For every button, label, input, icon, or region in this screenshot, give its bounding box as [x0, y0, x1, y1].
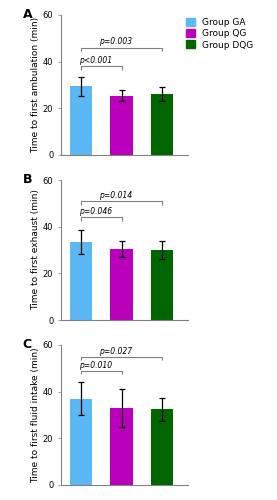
Y-axis label: Time to first exhaust (min): Time to first exhaust (min)	[31, 190, 40, 310]
Bar	[151, 409, 173, 485]
Legend: Group GA, Group QG, Group DQG: Group GA, Group QG, Group DQG	[185, 16, 254, 50]
Bar	[111, 408, 133, 485]
Text: p=0.014: p=0.014	[99, 191, 132, 200]
Bar	[111, 249, 133, 320]
Bar	[70, 242, 92, 320]
Text: p=0.003: p=0.003	[99, 38, 132, 46]
Text: p=0.010: p=0.010	[79, 360, 112, 370]
Y-axis label: Time to first fluid intake (min): Time to first fluid intake (min)	[31, 347, 40, 483]
Bar	[70, 398, 92, 485]
Bar	[111, 96, 133, 155]
Text: p<0.001: p<0.001	[79, 56, 112, 65]
Bar	[70, 86, 92, 155]
Bar	[151, 250, 173, 320]
Bar	[151, 94, 173, 155]
Text: p=0.046: p=0.046	[79, 207, 112, 216]
Text: p=0.027: p=0.027	[99, 346, 132, 356]
Text: C: C	[23, 338, 32, 351]
Text: B: B	[23, 173, 32, 186]
Text: A: A	[23, 8, 32, 21]
Y-axis label: Time to first ambulation (min): Time to first ambulation (min)	[31, 17, 40, 153]
